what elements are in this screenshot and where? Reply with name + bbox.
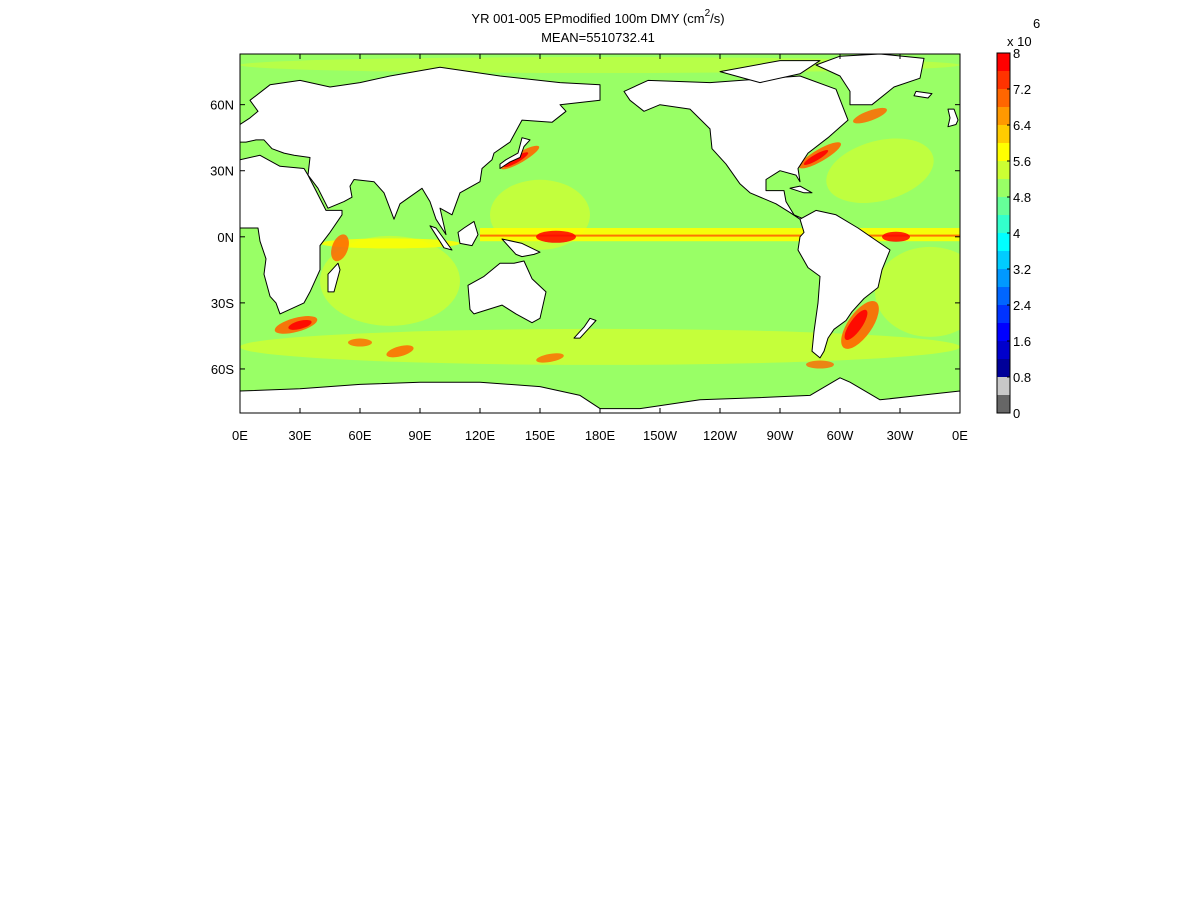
southern-ocean-band — [240, 328, 960, 365]
colorbar-tick-label: 5.6 — [1013, 154, 1031, 169]
colorbar-tick-label: 0.8 — [1013, 370, 1031, 385]
sumatra — [429, 225, 453, 251]
west-pacific-hotspot — [536, 230, 576, 243]
colorbar-tick-label: 3.2 — [1013, 262, 1031, 277]
colorbar-band — [997, 179, 1010, 197]
antarctica — [240, 377, 960, 413]
y-tick-label: 60S — [211, 362, 234, 377]
north-atlantic-zone — [826, 138, 934, 204]
y-axis-ticks: 60N 30N 0N 30S 60S — [210, 98, 960, 377]
colorbar-band — [997, 233, 1010, 251]
greenland — [815, 54, 925, 106]
land-masses — [240, 54, 960, 413]
colorbar-band — [997, 71, 1010, 89]
colorbar-band — [997, 125, 1010, 143]
brazil-malvinas-core — [844, 309, 868, 341]
south-indian-hotspot-2 — [348, 338, 372, 347]
colorbar-band — [997, 89, 1010, 107]
cuba — [789, 185, 813, 194]
north-america — [623, 75, 849, 220]
y-tick-label: 60N — [210, 98, 234, 113]
x-tick-label: 90E — [408, 428, 431, 443]
colorbar-band — [997, 197, 1010, 215]
drake-hotspot — [806, 360, 834, 369]
africa — [240, 154, 343, 315]
title-line-2: MEAN=5510732.41 — [541, 30, 655, 45]
colorbar-band — [997, 359, 1010, 377]
title-line-1: YR 001-005 EPmodified 100m DMY (cm2/s) — [471, 8, 724, 26]
borneo — [457, 220, 479, 247]
x-tick-label: 0E — [952, 428, 968, 443]
arctic-islands — [719, 60, 821, 84]
colorbar-band — [997, 305, 1010, 323]
equatorial-atlantic-hotspot — [882, 231, 910, 242]
indian-ocean-zone — [320, 235, 460, 326]
colorbar-band — [997, 377, 1010, 395]
colorbar-band — [997, 53, 1010, 71]
colorbar-multiplier-exponent: 6 — [1033, 16, 1040, 31]
x-tick-label: 90W — [767, 428, 794, 443]
colorbar-tick-label: 4.8 — [1013, 190, 1031, 205]
x-tick-label: 0E — [232, 428, 248, 443]
x-tick-label: 150W — [643, 428, 678, 443]
australia — [467, 260, 547, 324]
colorbar-tick-label: 7.2 — [1013, 82, 1031, 97]
south-atlantic-zone — [875, 246, 960, 337]
equatorial-jet — [480, 234, 960, 237]
colorbar-tick-label: 6.4 — [1013, 118, 1031, 133]
agulhas-core — [288, 319, 312, 330]
iceland — [913, 90, 933, 99]
colorbar-band — [997, 323, 1010, 341]
colorbar-band — [997, 395, 1010, 413]
colorbar: 8 7.2 6.4 5.6 4.8 4 3.2 2.4 1.6 0.8 0 — [996, 46, 1031, 421]
south-america — [797, 209, 891, 359]
colorbar-tick-label: 1.6 — [1013, 334, 1031, 349]
colorbar-band — [997, 215, 1010, 233]
x-tick-label: 180E — [585, 428, 616, 443]
map-area — [240, 54, 960, 413]
x-tick-label: 30E — [288, 428, 311, 443]
tasman-hotspot — [536, 353, 564, 363]
colorbar-band — [997, 251, 1010, 269]
colorbar-band — [997, 143, 1010, 161]
y-tick-label: 0N — [217, 230, 234, 245]
south-indian-hotspot-1 — [386, 345, 414, 358]
colorbar-band — [997, 341, 1010, 359]
x-tick-label: 30W — [887, 428, 914, 443]
indian-equatorial-band — [320, 238, 460, 249]
y-tick-label: 30N — [210, 164, 234, 179]
x-tick-label: 120W — [703, 428, 738, 443]
new-zealand — [573, 317, 597, 339]
colorbar-tick-label: 8 — [1013, 46, 1020, 61]
somali-hotspot — [331, 234, 349, 262]
new-guinea — [501, 238, 541, 258]
y-tick-label: 30S — [211, 296, 234, 311]
colorbar-band — [997, 161, 1010, 179]
colorbar-band — [997, 287, 1010, 305]
x-tick-label: 150E — [525, 428, 556, 443]
colorbar-band — [997, 107, 1010, 125]
x-axis-ticks: 0E 30E 60E 90E 120E 150E 180E 150W 120W 90W 60W 30W… — [232, 54, 968, 443]
colorbar-tick-label: 2.4 — [1013, 298, 1031, 313]
x-tick-label: 60E — [348, 428, 371, 443]
colorbar-multiplier: x 10 — [1007, 34, 1032, 49]
gulf-stream-core — [803, 150, 829, 165]
uk — [947, 108, 959, 128]
madagascar — [327, 262, 341, 293]
colorbar-band — [997, 269, 1010, 287]
labrador-hotspot — [852, 107, 888, 124]
colorbar-tick-label: 0 — [1013, 406, 1020, 421]
eurasia — [240, 66, 601, 236]
japan — [499, 137, 531, 169]
x-tick-label: 120E — [465, 428, 496, 443]
x-tick-label: 60W — [827, 428, 854, 443]
colorbar-tick-label: 4 — [1013, 226, 1020, 241]
